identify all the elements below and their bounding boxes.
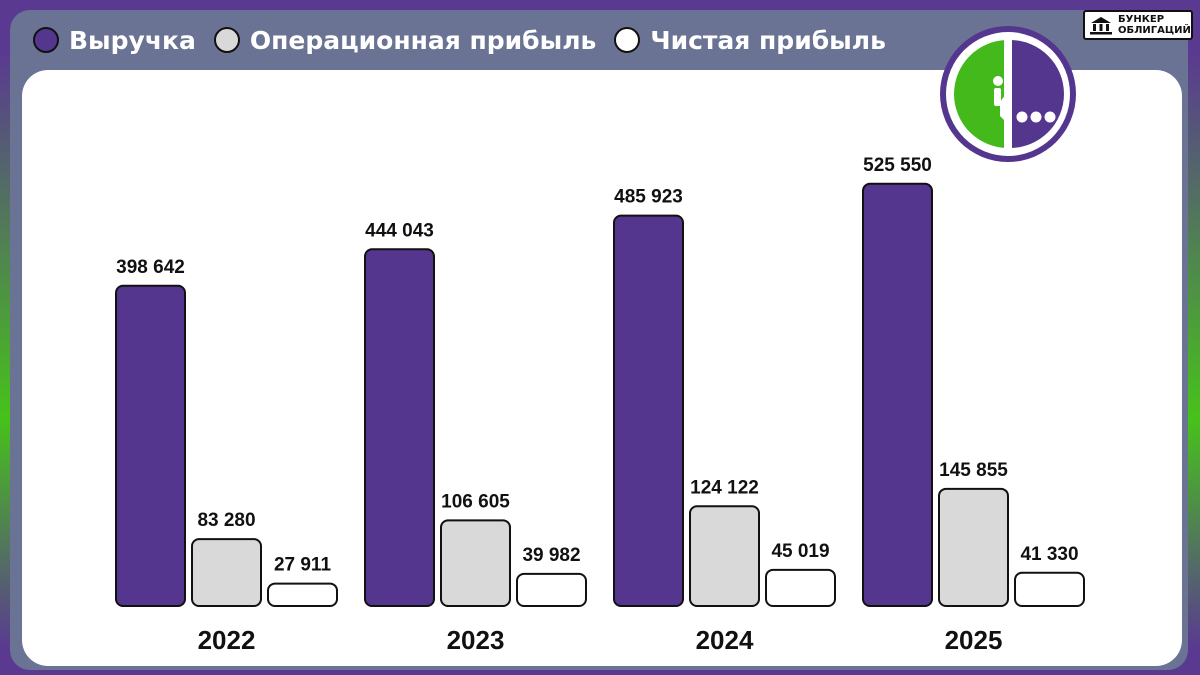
- bank-icon: [1090, 17, 1112, 35]
- legend-item-net-profit: Чистая прибыль: [614, 26, 886, 55]
- x-tick-label-2025: 2025: [945, 625, 1003, 655]
- bar-net-profit-2023: [516, 572, 587, 607]
- data-label-operating-profit-2022: 83 280: [197, 510, 255, 531]
- legend-swatch-operating-profit: [213, 27, 240, 53]
- legend-label-operating-profit: Операционная прибыль: [249, 25, 597, 55]
- bar-revenue-2022: [115, 284, 186, 607]
- bar-operating-profit-2023: [440, 519, 511, 608]
- badge-line-2: ОБЛИГАЦИЙ: [1118, 25, 1191, 36]
- bunker-obligatsiy-badge: БУНКЕР ОБЛИГАЦИЙ: [1083, 10, 1193, 40]
- bar-revenue-2025: [862, 182, 933, 607]
- data-label-operating-profit-2024: 124 122: [690, 477, 759, 498]
- legend: Выручка Операционная прибыль Чистая приб…: [33, 20, 904, 60]
- badge-line-1: БУНКЕР: [1118, 14, 1165, 25]
- x-tick-label-2024: 2024: [696, 625, 754, 655]
- bar-net-profit-2022: [267, 582, 338, 608]
- bar-revenue-2024: [613, 214, 684, 608]
- data-label-revenue-2022: 398 642: [116, 257, 185, 278]
- legend-item-operating-profit: Операционная прибыль: [213, 25, 597, 55]
- bar-operating-profit-2024: [689, 505, 760, 608]
- legend-label-net-profit: Чистая прибыль: [650, 25, 886, 55]
- bar-net-profit-2024: [765, 568, 836, 607]
- data-label-revenue-2025: 525 550: [863, 155, 932, 176]
- bar-operating-profit-2025: [938, 487, 1009, 607]
- megafon-logo-icon: [940, 26, 1076, 162]
- x-tick-label-2022: 2022: [198, 625, 256, 655]
- legend-swatch-revenue: [33, 27, 59, 53]
- data-label-net-profit-2023: 39 982: [522, 545, 580, 566]
- legend-label-revenue: Выручка: [69, 25, 196, 55]
- data-label-net-profit-2025: 41 330: [1020, 544, 1078, 565]
- legend-item-revenue: Выручка: [33, 26, 196, 55]
- data-label-operating-profit-2023: 106 605: [441, 491, 510, 512]
- data-label-revenue-2023: 444 043: [365, 220, 434, 241]
- x-tick-label-2023: 2023: [447, 625, 505, 655]
- data-label-net-profit-2022: 27 911: [274, 555, 331, 576]
- data-label-net-profit-2024: 45 019: [771, 541, 829, 562]
- bar-net-profit-2025: [1014, 571, 1085, 607]
- badge-text: БУНКЕР ОБЛИГАЦИЙ: [1118, 14, 1191, 36]
- bar-revenue-2023: [364, 248, 435, 607]
- data-label-revenue-2024: 485 923: [614, 187, 683, 208]
- bar-operating-profit-2022: [191, 538, 262, 607]
- data-label-operating-profit-2025: 145 855: [939, 460, 1008, 481]
- legend-swatch-net-profit: [614, 27, 641, 53]
